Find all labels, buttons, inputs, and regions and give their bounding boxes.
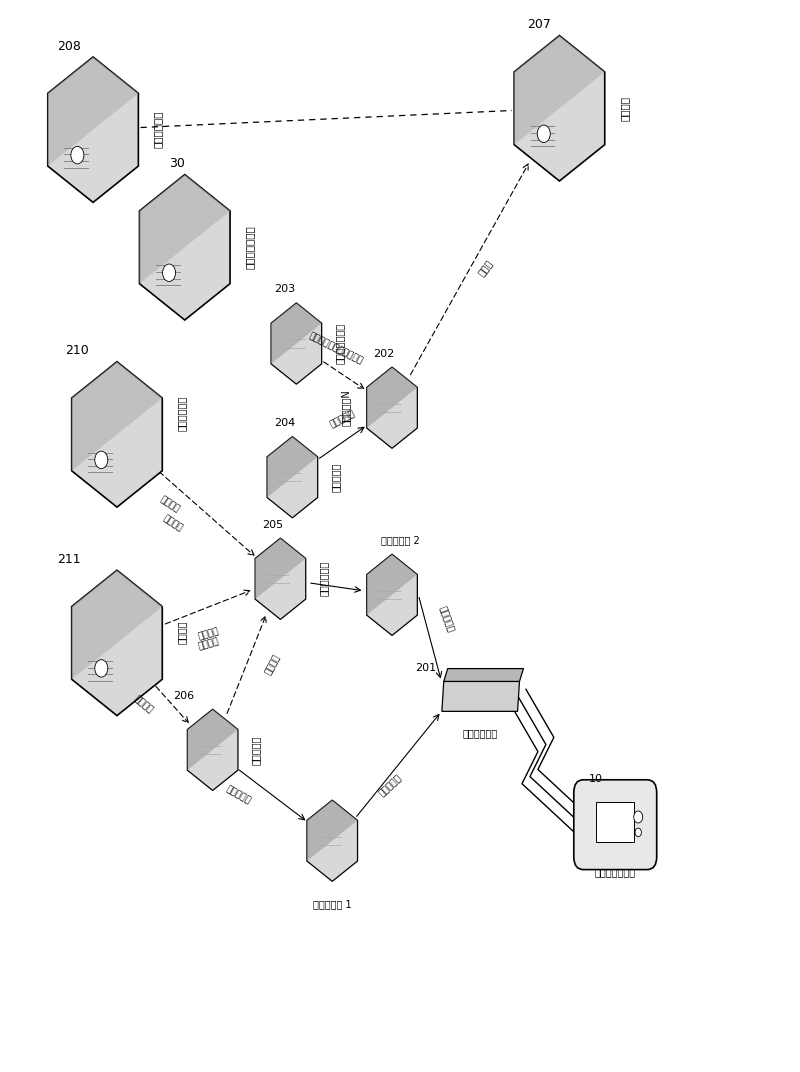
Polygon shape <box>139 175 230 284</box>
Circle shape <box>94 659 108 678</box>
Text: 30: 30 <box>169 158 185 170</box>
Text: 即时通讯服务: 即时通讯服务 <box>177 396 186 431</box>
Text: 负载均衡设备: 负载均衡设备 <box>462 729 498 739</box>
Text: 205: 205 <box>262 520 283 530</box>
Text: 网络事件发送器: 网络事件发送器 <box>334 323 345 364</box>
Text: 时间同步客户端: 时间同步客户端 <box>594 867 636 878</box>
Text: 接收数据包: 接收数据包 <box>437 605 454 634</box>
Text: 10: 10 <box>590 774 603 784</box>
Text: 授权控制: 授权控制 <box>619 95 630 121</box>
Polygon shape <box>366 367 418 448</box>
Polygon shape <box>72 361 162 471</box>
Text: 203: 203 <box>274 284 295 295</box>
Polygon shape <box>271 303 322 384</box>
Polygon shape <box>255 538 306 620</box>
Circle shape <box>634 812 642 823</box>
Text: 接收数据包: 接收数据包 <box>328 408 356 429</box>
Polygon shape <box>72 361 162 507</box>
Text: 206: 206 <box>173 690 194 701</box>
Text: 211: 211 <box>57 553 81 566</box>
Text: 查询连接: 查询连接 <box>264 653 282 676</box>
Text: 单点登录服务: 单点登录服务 <box>153 110 163 148</box>
Text: 连接服务器 1: 连接服务器 1 <box>313 899 351 909</box>
Text: 元信息服务器: 元信息服务器 <box>318 561 329 596</box>
Polygon shape <box>307 800 358 881</box>
FancyBboxPatch shape <box>596 802 634 842</box>
Polygon shape <box>72 570 162 680</box>
Polygon shape <box>366 367 418 428</box>
Text: 信息转发器: 信息转发器 <box>330 462 341 492</box>
Text: 网络事件订阅器: 网络事件订阅器 <box>245 225 254 269</box>
Circle shape <box>162 264 175 282</box>
FancyBboxPatch shape <box>574 779 657 869</box>
Polygon shape <box>267 436 318 497</box>
Circle shape <box>94 451 108 468</box>
Text: 登录码: 登录码 <box>478 259 495 279</box>
Text: 207: 207 <box>527 18 551 31</box>
Polygon shape <box>444 669 523 682</box>
Text: 连接服务器N: 连接服务器N <box>341 389 350 426</box>
Text: 信息接收器: 信息接收器 <box>251 735 261 764</box>
Text: 产生连接建立、断开事件: 产生连接建立、断开事件 <box>308 331 365 367</box>
Text: 消息转发: 消息转发 <box>162 513 185 533</box>
Text: 连接服务器 2: 连接服务器 2 <box>381 536 419 546</box>
Polygon shape <box>442 682 519 712</box>
Text: 同步服务: 同步服务 <box>197 637 220 652</box>
Polygon shape <box>366 554 418 615</box>
Polygon shape <box>48 57 138 166</box>
Polygon shape <box>366 554 418 636</box>
Circle shape <box>538 125 550 143</box>
Polygon shape <box>514 35 605 181</box>
Text: 202: 202 <box>374 348 394 358</box>
Text: 同步服务: 同步服务 <box>177 621 186 644</box>
Circle shape <box>71 147 84 164</box>
Polygon shape <box>72 570 162 716</box>
Polygon shape <box>187 710 238 790</box>
Text: 208: 208 <box>57 40 81 53</box>
Polygon shape <box>48 57 138 203</box>
Text: 消息推送: 消息推送 <box>133 695 155 715</box>
Text: 发送数据包: 发送数据包 <box>378 774 403 799</box>
Circle shape <box>635 828 642 836</box>
Polygon shape <box>267 436 318 518</box>
Polygon shape <box>255 538 306 599</box>
Text: 201: 201 <box>414 662 436 673</box>
Text: 消息转发: 消息转发 <box>197 626 220 641</box>
Polygon shape <box>271 303 322 363</box>
Polygon shape <box>187 710 238 770</box>
Text: 204: 204 <box>274 418 295 428</box>
Polygon shape <box>307 800 358 861</box>
Text: 操作请求: 操作请求 <box>158 494 182 513</box>
Text: 210: 210 <box>65 344 89 357</box>
Polygon shape <box>139 175 230 321</box>
Text: 发送数据包: 发送数据包 <box>225 785 253 806</box>
Polygon shape <box>514 35 605 145</box>
